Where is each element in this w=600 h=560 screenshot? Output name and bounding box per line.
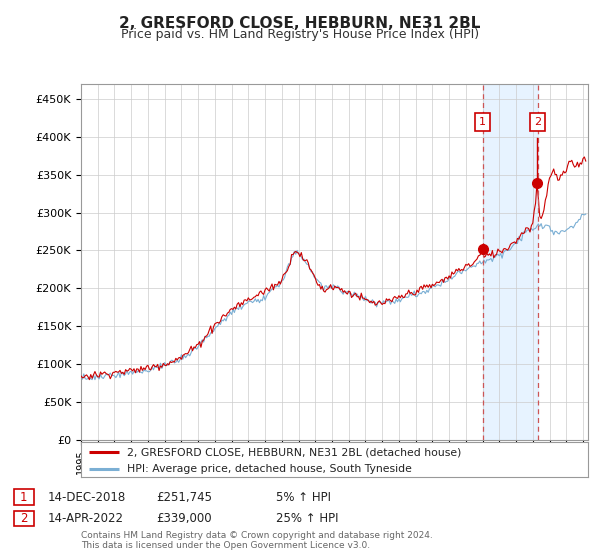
- Text: Price paid vs. HM Land Registry's House Price Index (HPI): Price paid vs. HM Land Registry's House …: [121, 28, 479, 41]
- Bar: [482, 84, 538, 440]
- Text: 2: 2: [20, 512, 28, 525]
- Text: 25% ↑ HPI: 25% ↑ HPI: [276, 512, 338, 525]
- Text: HPI: Average price, detached house, South Tyneside: HPI: Average price, detached house, Sout…: [127, 464, 412, 474]
- Text: £339,000: £339,000: [156, 512, 212, 525]
- Text: £251,745: £251,745: [156, 491, 212, 504]
- Text: 1: 1: [20, 491, 28, 504]
- Text: 2, GRESFORD CLOSE, HEBBURN, NE31 2BL (detached house): 2, GRESFORD CLOSE, HEBBURN, NE31 2BL (de…: [127, 447, 461, 457]
- Text: Contains HM Land Registry data © Crown copyright and database right 2024.
This d: Contains HM Land Registry data © Crown c…: [81, 530, 433, 550]
- Text: 2: 2: [534, 117, 541, 127]
- Text: 14-APR-2022: 14-APR-2022: [48, 512, 124, 525]
- Text: 1: 1: [479, 117, 486, 127]
- Text: 5% ↑ HPI: 5% ↑ HPI: [276, 491, 331, 504]
- Text: 2, GRESFORD CLOSE, HEBBURN, NE31 2BL: 2, GRESFORD CLOSE, HEBBURN, NE31 2BL: [119, 16, 481, 31]
- Text: 14-DEC-2018: 14-DEC-2018: [48, 491, 126, 504]
